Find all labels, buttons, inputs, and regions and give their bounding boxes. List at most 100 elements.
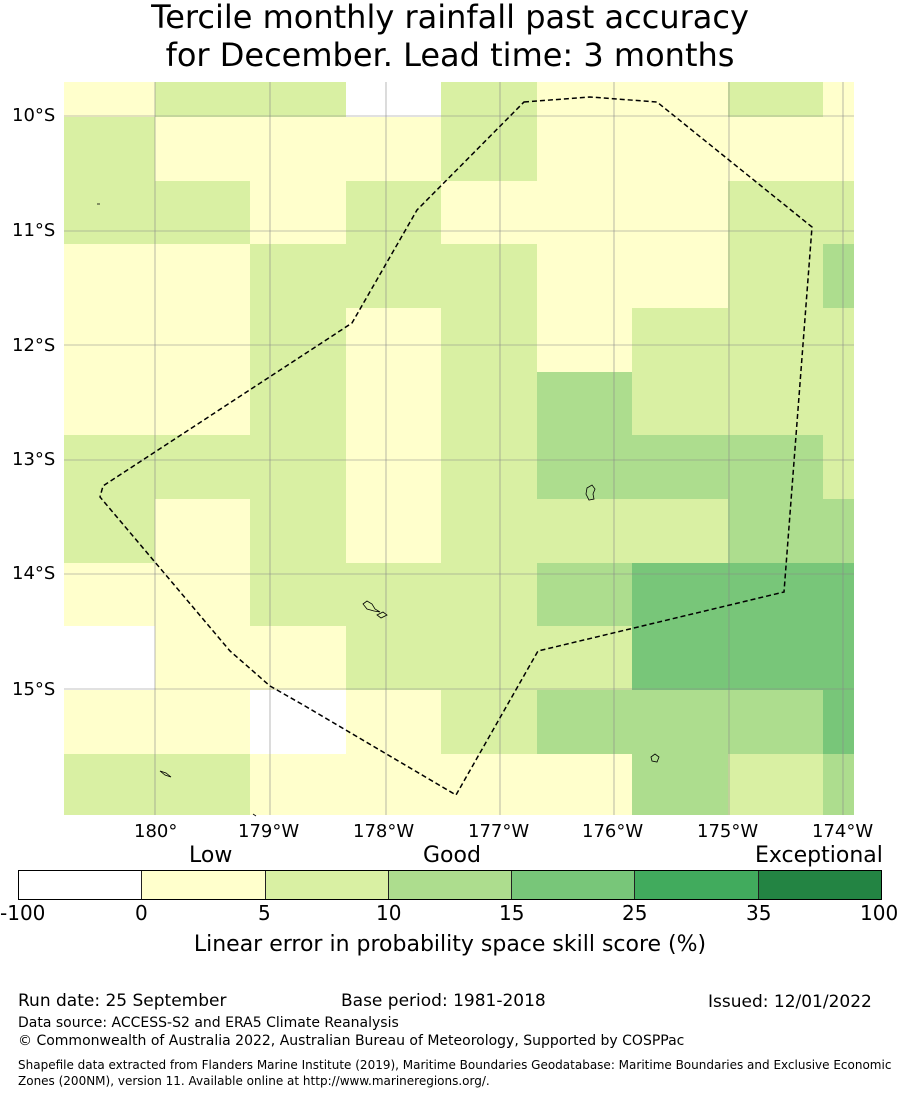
grid-cell [823,435,854,499]
grid-cell [823,563,854,626]
grid-cell [441,754,537,815]
grid-cell [632,754,728,815]
grid-cell [346,563,441,626]
colorbar-tick: -100 [0,901,46,925]
islands [97,203,660,817]
colorbar-tick: 100 [860,901,899,925]
grid-cell [537,435,632,499]
grid-cell [728,626,823,690]
grid-cell [823,372,854,435]
grid-cell [632,435,728,499]
data-source: Data source: ACCESS-S2 and ERA5 Climate … [18,1015,399,1031]
grid-cell [155,244,250,308]
grid-cell [537,626,632,690]
grid-cell [728,244,823,308]
grid-cell [250,754,346,815]
island-south [252,813,257,817]
eez-boundary [99,96,813,797]
grid-cell [64,82,155,117]
shapefile-credit-line-2: Zones (200NM), version 11. Available onl… [18,1074,490,1088]
colorbar-tick: 0 [135,901,148,925]
colorbar-segment [142,871,266,899]
grid-cell [155,754,250,815]
grid-cell [250,690,346,754]
grid-cell [632,626,728,690]
lat-label-13s: 13°S [12,449,56,470]
grid-cell [441,690,537,754]
grid-cell [250,499,346,563]
graticule [64,82,854,815]
grid-cell [346,499,441,563]
grid-cell [250,563,346,626]
grid-cell [537,563,632,626]
grid-cell [632,690,728,754]
map-title-line-1: Tercile monthly rainfall past accuracy [151,0,749,36]
grid-cell [250,435,346,499]
lat-label-11s: 11°S [12,220,56,241]
grid-cell [441,244,537,308]
lon-label-180: 180° [134,821,178,842]
colorbar-segment [512,871,636,899]
grid-cell [346,690,441,754]
grid-cell [346,181,441,244]
grid-cell [64,690,155,754]
colorbar-tick: 10 [376,901,402,925]
grid-cell [537,372,632,435]
grid-cell [823,499,854,563]
grid-cell [64,754,155,815]
skill-map [64,82,854,817]
grid-cell [823,626,854,690]
grid-cell [250,308,346,372]
grid-cell [155,82,250,117]
colorbar-category-low: Low [189,843,233,868]
grid-cell [632,308,728,372]
grid-cell [155,117,250,181]
lat-label-10s: 10°S [12,105,56,126]
grid-cell [346,754,441,815]
grid-cell [537,690,632,754]
grid-cell [346,372,441,435]
grid-cell [250,117,346,181]
island-wallis [362,600,381,613]
grid-cell [632,181,728,244]
grid-cell [64,308,155,372]
grid-cell [441,308,537,372]
grid-cell [250,626,346,690]
grid-cell [537,244,632,308]
grid-cell [823,181,854,244]
grid-cell [823,690,854,754]
grid-cell [823,244,854,308]
grid-cell [441,626,537,690]
colorbar-segment [388,871,513,899]
lat-label-14s: 14°S [12,563,56,584]
grid-cell [155,372,250,435]
issued-date: Issued: 12/01/2022 [708,992,872,1012]
skill-grid [64,82,854,815]
grid-cell [728,117,823,181]
island-west [159,770,172,778]
map-title-line-2: for December. Lead time: 3 months [165,36,735,74]
grid-cell [346,626,441,690]
grid-cell [346,82,441,117]
grid-cell [632,563,728,626]
grid-cell [155,435,250,499]
lon-label-178w: 178°W [353,821,415,842]
grid-cell [441,435,537,499]
grid-cell [537,754,632,815]
grid-cell [632,499,728,563]
lon-label-177w: 177°W [468,821,530,842]
grid-cell [441,82,537,117]
colorbar-tick: 15 [499,901,525,925]
grid-cell [64,244,155,308]
grid-cell [823,117,854,181]
grid-cell [441,563,537,626]
grid-cell [155,563,250,626]
colorbar-segment [19,871,143,899]
shapefile-credit-line-1: Shapefile data extracted from Flanders M… [18,1058,892,1072]
grid-cell [632,117,728,181]
grid-cell [64,117,155,181]
grid-cell [537,499,632,563]
grid-cell [155,690,250,754]
grid-cell [155,626,250,690]
lat-label-12s: 12°S [12,335,56,356]
